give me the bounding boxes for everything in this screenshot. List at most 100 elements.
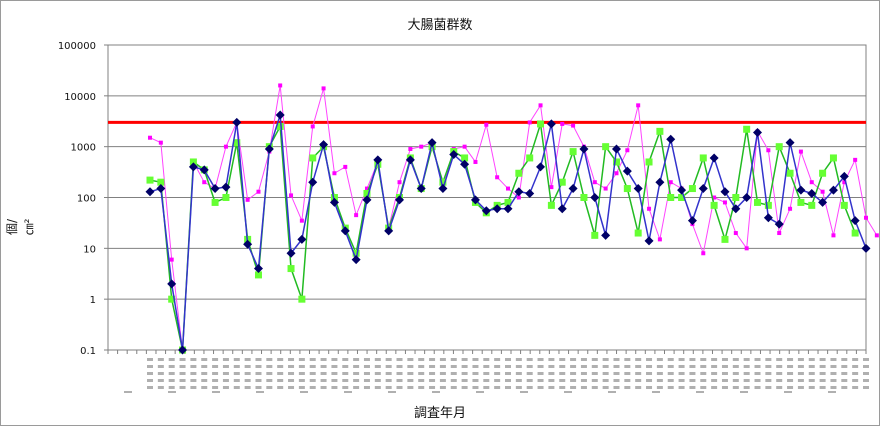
x-tick-label (765, 358, 772, 361)
x-tick-label (418, 358, 425, 361)
x-tick-label (439, 372, 446, 375)
y-tick-label: 10 (83, 244, 96, 255)
x-tick-label (808, 358, 815, 361)
x-tick-label (320, 365, 327, 368)
x-tick-label (331, 372, 338, 375)
x-tick-label (721, 379, 728, 382)
series-2-point (623, 185, 631, 193)
series-1-point (807, 188, 817, 198)
x-tick-label (342, 365, 349, 368)
series-1-point (709, 153, 719, 163)
x-tick-label (396, 365, 403, 368)
series-2-point (591, 231, 599, 239)
series-2-point (211, 198, 219, 206)
x-tick-label (646, 365, 653, 368)
series-3-point (516, 195, 521, 200)
x-tick-label (494, 365, 501, 368)
series-1-point (264, 144, 274, 154)
x-tick-label (450, 379, 457, 382)
series-2-point (309, 154, 317, 162)
x-tick-label (776, 386, 783, 389)
series-1-point (199, 165, 209, 175)
x-tick-label (765, 372, 772, 375)
x-tick-label (461, 386, 468, 389)
series-3-point (701, 251, 706, 256)
x-tick-label (483, 372, 490, 375)
series-1-point (644, 236, 654, 246)
series-2-point (157, 178, 165, 186)
x-tick-label (396, 358, 403, 361)
series-1-point (329, 197, 339, 207)
x-tick-label (450, 372, 457, 375)
series-1-point (503, 204, 513, 214)
series-3-point (364, 186, 369, 191)
x-tick-label (494, 372, 501, 375)
x-tick-label (721, 365, 728, 368)
x-tick-label (667, 379, 674, 382)
x-tick-label (157, 372, 164, 375)
series-1-point (449, 150, 459, 160)
series-2-point (743, 125, 751, 133)
x-tick-label (353, 379, 360, 382)
series-2-point (678, 194, 686, 201)
series-3-point (788, 206, 793, 211)
x-tick-label (483, 365, 490, 368)
x-tick-label (483, 358, 490, 361)
x-tick-label (288, 372, 295, 375)
x-tick-label (548, 379, 555, 382)
x-tick-label (201, 365, 208, 368)
x-axis-title: 調査年月 (413, 406, 466, 421)
series-3-point (332, 171, 337, 176)
series-1-point (818, 197, 828, 207)
x-tick-label (754, 372, 761, 375)
series-1-point (579, 144, 589, 154)
x-tick-label (353, 358, 360, 361)
x-tick-label (732, 386, 739, 389)
x-tick-label (407, 379, 414, 382)
x-tick-label (830, 386, 837, 389)
series-2-point (645, 158, 653, 166)
series-3-point (506, 186, 510, 191)
series-3-point (299, 218, 304, 223)
x-tick-label (429, 365, 436, 368)
chart-title: 大腸菌群数 (407, 18, 473, 33)
x-tick-label (439, 379, 446, 382)
series-3-line (149, 85, 878, 351)
x-tick-label (537, 379, 544, 382)
series-1-point (590, 193, 600, 202)
x-tick-label (190, 365, 197, 368)
x-tick-label (841, 372, 848, 375)
x-tick-label (841, 358, 848, 361)
series-3-point (419, 144, 424, 149)
x-tick-label (385, 379, 392, 382)
x-tick-label (711, 372, 718, 375)
x-tick-label (201, 386, 208, 389)
series-1-point (416, 184, 426, 194)
x-tick-label (505, 386, 511, 389)
x-tick-label (298, 365, 305, 368)
x-tick-label (667, 386, 674, 389)
x-tick-label (646, 379, 653, 382)
series-3-point (647, 206, 652, 211)
x-tick-label (505, 372, 511, 375)
series-3-point (560, 121, 565, 126)
x-tick-label (309, 379, 316, 382)
x-tick-label (168, 372, 175, 375)
x-tick-label (689, 365, 696, 368)
x-tick-label (765, 379, 772, 382)
series-1-point (481, 206, 491, 216)
series-2-point (667, 194, 675, 201)
x-tick-label (580, 379, 587, 382)
series-1-point (525, 188, 535, 198)
x-tick-label (646, 386, 653, 389)
x-tick-label (298, 379, 305, 382)
x-tick-label (396, 379, 403, 382)
x-tick-label (179, 379, 186, 382)
series-3-point (321, 86, 326, 91)
x-tick-label (266, 379, 273, 382)
series-2-point (786, 169, 794, 177)
x-tick-label (863, 372, 869, 375)
x-tick-label (830, 365, 837, 368)
x-tick-label (863, 358, 869, 361)
x-tick-label (429, 372, 436, 375)
